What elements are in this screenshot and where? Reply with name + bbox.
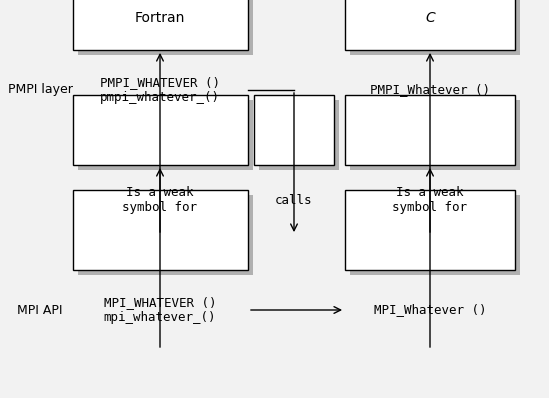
- Bar: [350, 0, 520, 55]
- Text: MPI_Whatever (): MPI_Whatever (): [374, 304, 486, 316]
- Bar: [254, 95, 334, 165]
- Text: PMPI_WHATEVER ()
pmpi_whatever_(): PMPI_WHATEVER () pmpi_whatever_(): [100, 76, 220, 104]
- Bar: [350, 195, 520, 275]
- Text: PMPI_Whatever (): PMPI_Whatever (): [370, 84, 490, 96]
- Bar: [77, 0, 253, 55]
- Text: Is a weak
symbol for: Is a weak symbol for: [393, 186, 468, 214]
- Text: MPI_WHATEVER ()
mpi_whatever_(): MPI_WHATEVER () mpi_whatever_(): [104, 296, 216, 324]
- Text: Fortran: Fortran: [135, 11, 185, 25]
- Text: PMPI layer: PMPI layer: [8, 84, 72, 96]
- Bar: [259, 100, 339, 170]
- Bar: [345, 0, 515, 50]
- Text: MPI API: MPI API: [17, 304, 63, 316]
- Bar: [345, 95, 515, 165]
- Text: Is a weak
symbol for: Is a weak symbol for: [122, 186, 198, 214]
- Text: calls: calls: [275, 193, 313, 207]
- Bar: [77, 100, 253, 170]
- Bar: [72, 95, 248, 165]
- Bar: [72, 0, 248, 50]
- Text: C: C: [425, 11, 435, 25]
- Bar: [350, 100, 520, 170]
- Bar: [72, 190, 248, 270]
- Bar: [345, 190, 515, 270]
- Bar: [77, 195, 253, 275]
